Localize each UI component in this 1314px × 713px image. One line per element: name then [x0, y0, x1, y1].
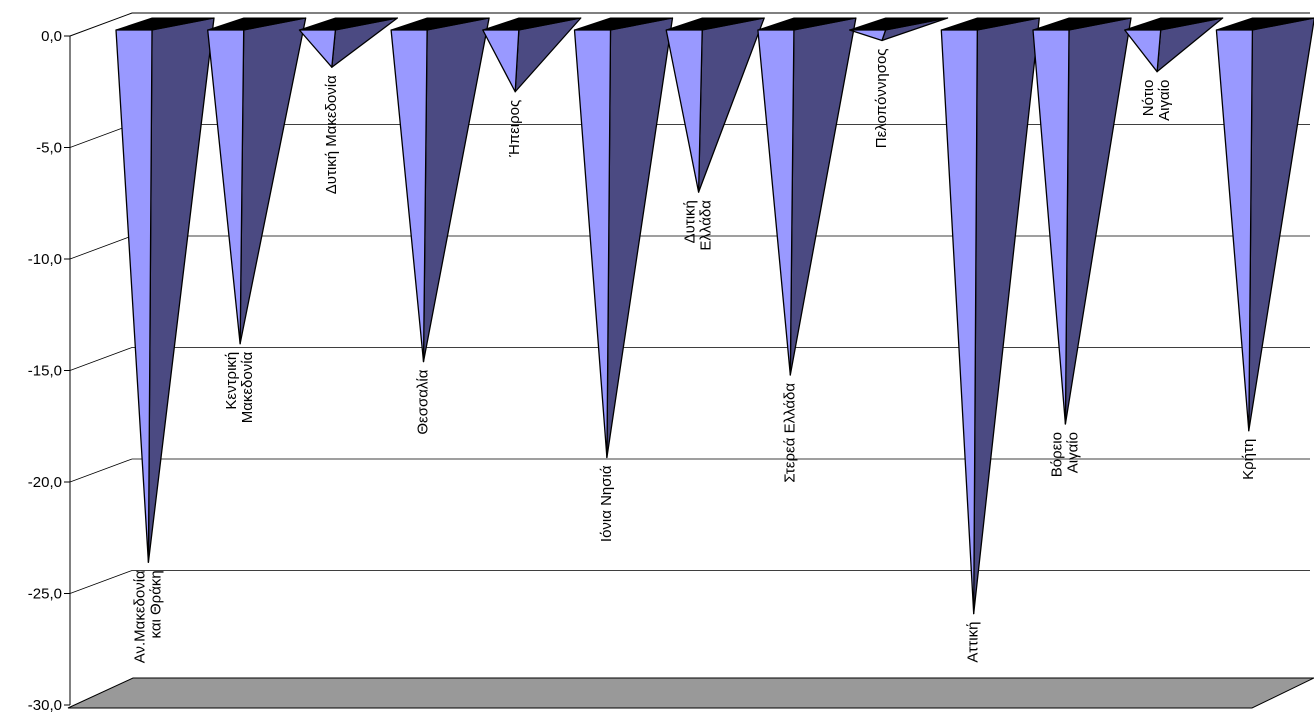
category-label: Αν.Μακεδονίακαι Θράκη	[131, 570, 164, 663]
pyramid-top-face	[1032, 17, 1132, 31]
category-label-line: Θεσσαλία	[415, 369, 432, 434]
category-label-line: Κεντρική	[223, 352, 240, 410]
category-label-line: Βόρειο	[1048, 432, 1065, 477]
category-label-line: Ελλάδα	[698, 200, 715, 251]
pyramid-front-face	[665, 29, 703, 193]
category-label-line: Αιγαίο	[1064, 432, 1081, 473]
pyramid-side-face	[239, 17, 307, 345]
pyramid-front-face	[1032, 29, 1070, 425]
pyramid-front-face	[390, 29, 428, 363]
pyramid-side-face	[1248, 17, 1314, 432]
pyramid-top-face	[941, 17, 1040, 31]
pyramid-front-face	[848, 29, 887, 42]
gridline	[69, 458, 1310, 483]
pyramid-side-face	[147, 17, 215, 563]
category-label: Αττική	[965, 622, 982, 663]
pyramid-front-face	[1215, 29, 1254, 432]
y-tick-label: 0,0	[41, 28, 62, 45]
pyramid-top-face	[849, 17, 948, 31]
pyramid-front-face	[757, 29, 795, 376]
category-label-line: Κρήτη	[1240, 439, 1257, 480]
pyramid-top-face	[1216, 17, 1314, 31]
pyramid-front-face	[207, 29, 245, 345]
pyramid-top-face	[757, 17, 856, 31]
pyramid-top-face	[115, 17, 215, 31]
category-label-line: Ήπειρος	[506, 100, 523, 158]
category-label-line: Στερεά Ελλάδα	[781, 383, 798, 483]
category-label: Κρήτη	[1240, 439, 1257, 480]
pyramid-front-face	[298, 29, 337, 68]
pyramid-front-face	[573, 29, 612, 459]
category-label: ΔυτικήΕλλάδα	[682, 200, 715, 251]
category-label: ΚεντρικήΜακεδονία	[223, 351, 256, 423]
category-label: Ιόνια Νησιά	[598, 465, 615, 542]
category-label-line: Δυτική Μακεδονία	[323, 75, 340, 194]
pyramid-side-face	[697, 17, 765, 193]
pyramid-top-face	[666, 17, 765, 31]
pyramid-front-face	[482, 29, 520, 93]
category-label-line: Αττική	[965, 622, 982, 663]
pyramid-top-face	[390, 17, 490, 31]
gridline	[69, 570, 1310, 594]
category-label-line: Νότιο	[1140, 80, 1157, 117]
category-label: Πελοπόννησος	[873, 48, 890, 148]
y-tick-label: -15,0	[28, 363, 62, 380]
gridline	[69, 347, 1310, 371]
category-label: Δυτική Μακεδονία	[323, 75, 340, 194]
plot-back-wall	[69, 12, 1310, 705]
y-axis: 0,0 -5,0 -10,0 -15,0 -20,0 -25,0 -30,0	[28, 28, 71, 713]
category-label-line: Αιγαίο	[1156, 80, 1173, 121]
pyramid-top-face	[482, 17, 581, 31]
category-label: Ήπειρος	[506, 100, 523, 158]
category-label-line: Μακεδονία	[239, 351, 256, 423]
plot-floor	[67, 677, 1314, 709]
category-label: ΒόρειοΑιγαίο	[1048, 432, 1081, 477]
y-tick-label: -5,0	[36, 140, 62, 157]
category-label-line: Αν.Μακεδονία	[131, 570, 148, 663]
category-label: Στερεά Ελλάδα	[781, 383, 798, 483]
pyramid-side-face	[973, 17, 1040, 615]
category-label-line: και Θράκη	[147, 570, 164, 638]
category-labels: Αν.Μακεδονίακαι Θράκη ΚεντρικήΜακεδονία Δυ…	[131, 48, 1256, 663]
category-label-line: Ιόνια Νησιά	[598, 465, 615, 542]
category-label-line: Πελοπόννησος	[873, 48, 890, 148]
pyramid-front-face	[115, 29, 153, 563]
pyramid-top-face	[1124, 17, 1223, 31]
pyramid-top-face	[207, 17, 306, 31]
pyramid-front-face	[1124, 29, 1162, 73]
pyramid-side-face	[422, 17, 490, 363]
bar-series	[115, 17, 1314, 615]
category-label: Θεσσαλία	[415, 369, 432, 434]
category-label: ΝότιοΑιγαίο	[1140, 80, 1173, 121]
y-tick-label: -10,0	[28, 251, 62, 268]
pyramid-side-face	[789, 17, 857, 376]
pyramid-top-face	[299, 17, 398, 31]
y-tick-label: -20,0	[28, 474, 62, 491]
category-label-line: Δυτική	[682, 200, 699, 243]
y-tick-label: -25,0	[28, 586, 62, 603]
pyramid-side-face	[1064, 17, 1132, 425]
pyramid-front-face	[940, 29, 978, 615]
pyramid-side-face	[606, 17, 674, 459]
y-tick-label: -30,0	[28, 697, 62, 713]
floor-plane	[67, 677, 1314, 709]
pyramid-top-face	[574, 17, 673, 31]
